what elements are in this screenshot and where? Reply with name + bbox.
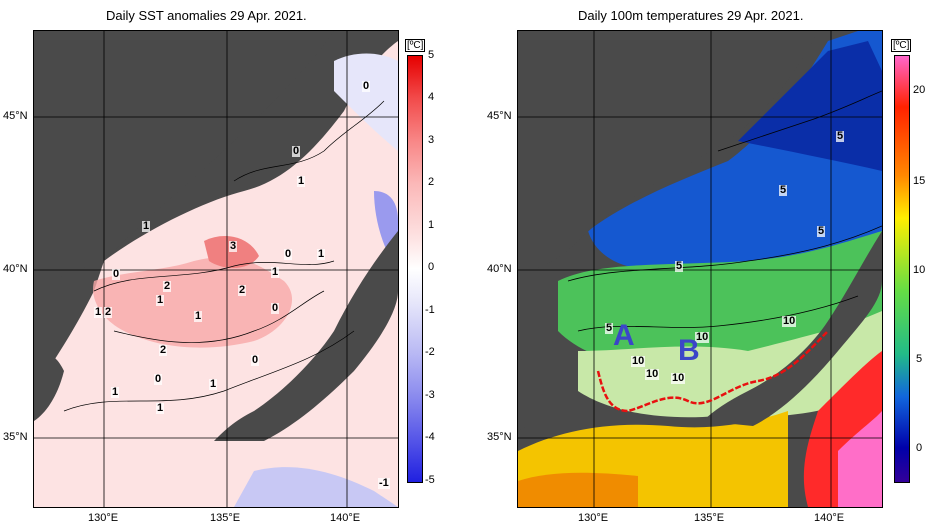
- lon-label-140: 140°E: [330, 512, 361, 524]
- lat-label-45: 45°N: [3, 110, 28, 122]
- contour-label: 1: [111, 386, 120, 398]
- left-colorbar-tick: -3: [425, 389, 435, 401]
- left-colorbar-tick: 2: [428, 176, 435, 188]
- left-colorbar-tick: 4: [428, 91, 435, 103]
- land-continent: [518, 31, 818, 271]
- left-colorbar-tick: 5: [428, 49, 435, 61]
- left-colorbar-tick: -1: [425, 304, 435, 316]
- sst-anomaly-map: 0 0 1 1 3 0 1 1 0 2 2 1 1 2 1 0 2 0 0 1 …: [33, 30, 399, 508]
- region-label-b: B: [678, 334, 700, 367]
- contour-line: [567, 225, 882, 282]
- right-colorbar: [894, 55, 910, 483]
- contour-label: 2: [238, 284, 247, 296]
- contour-label: 2: [159, 344, 168, 356]
- left-colorbar-tick: -4: [425, 431, 435, 443]
- contour-label: 0: [271, 302, 280, 314]
- warm-current-path: [596, 330, 829, 413]
- lon-label-135: 135°E: [694, 512, 725, 524]
- land-japan: [703, 231, 882, 426]
- right-colorbar-tick: 5: [916, 353, 923, 365]
- contour-label: 3: [229, 240, 238, 252]
- right-colorbar-tick: 20: [913, 84, 926, 96]
- right-colorbar-tick: 15: [913, 175, 926, 187]
- temperature-100m-map-graphic: [518, 31, 882, 507]
- contour-line: [93, 260, 335, 292]
- anomaly-cool-patch: [334, 53, 398, 151]
- contour-label: 5: [675, 260, 684, 272]
- contour-label: 10: [695, 331, 710, 343]
- warm-water-area: [518, 472, 638, 507]
- cold-water-area: [738, 41, 882, 171]
- contour-label: 10: [782, 315, 797, 327]
- sst-anomaly-map-graphic: [34, 31, 398, 507]
- left-colorbar: [407, 55, 423, 483]
- contour-label: 1: [94, 306, 103, 318]
- right-colorbar-graphic: [895, 56, 909, 482]
- lon-label-135: 135°E: [210, 512, 241, 524]
- contour-line: [233, 100, 385, 182]
- left-panel-title: Daily SST anomalies 29 Apr. 2021.: [106, 8, 307, 23]
- left-colorbar-tick: 3: [428, 134, 435, 146]
- contour-line: [63, 330, 355, 412]
- right-colorbar-tick: 0: [916, 442, 923, 454]
- left-colorbar-tick: 0: [428, 261, 435, 273]
- lat-label-40: 40°N: [3, 263, 28, 275]
- contour-label: 5: [605, 322, 614, 334]
- contour-label: 0: [284, 248, 293, 260]
- temperature-100m-map: 5 5 5 5 10 5 10 10 10 10 A B: [517, 30, 883, 508]
- contour-label: 0: [292, 145, 301, 157]
- contour-label: 1: [142, 220, 151, 232]
- contour-label: 5: [817, 225, 826, 237]
- contour-label: 1: [317, 248, 326, 260]
- left-colorbar-unit: [ºC]: [405, 39, 426, 52]
- contour-label: 5: [836, 130, 845, 142]
- contour-label: -1: [378, 477, 390, 489]
- contour-label: 2: [163, 280, 172, 292]
- land-korea: [34, 354, 64, 421]
- lat-label-35: 35°N: [487, 431, 512, 443]
- lon-label-140: 140°E: [814, 512, 845, 524]
- land-continent: [34, 31, 334, 281]
- contour-line: [717, 90, 882, 152]
- contour-label: 0: [251, 354, 260, 366]
- left-colorbar-graphic: [408, 56, 422, 482]
- mid-temperature-area: [558, 231, 882, 365]
- contour-label: 1: [156, 294, 165, 306]
- anomaly-cool-patch: [234, 467, 398, 507]
- contour-label: 5: [779, 184, 788, 196]
- lat-label-45: 45°N: [487, 110, 512, 122]
- land-japan: [214, 231, 398, 441]
- region-label-a: A: [613, 319, 635, 352]
- right-panel-title: Daily 100m temperatures 29 Apr. 2021.: [578, 8, 804, 23]
- contour-label: 1: [271, 266, 280, 278]
- lon-label-130: 130°E: [578, 512, 609, 524]
- contour-label: 1: [194, 310, 203, 322]
- lat-label-40: 40°N: [487, 263, 512, 275]
- contour-label: 0: [112, 268, 121, 280]
- land-korea: [518, 357, 573, 431]
- contour-label: 1: [209, 378, 218, 390]
- anomaly-warm-patch: [93, 257, 293, 348]
- contour-label: 2: [104, 306, 113, 318]
- warm-water-area: [578, 311, 882, 418]
- contour-line: [113, 290, 325, 343]
- warm-water-area: [838, 411, 882, 507]
- contour-label: 0: [154, 373, 163, 385]
- lat-label-35: 35°N: [3, 431, 28, 443]
- contour-label: 0: [362, 80, 371, 92]
- left-colorbar-tick: -2: [425, 346, 435, 358]
- contour-label: 1: [297, 175, 306, 187]
- right-colorbar-tick: 10: [913, 264, 926, 276]
- left-colorbar-tick: 1: [428, 219, 435, 231]
- contour-label: 10: [645, 368, 660, 380]
- contour-label: 10: [671, 372, 686, 384]
- right-colorbar-unit: [ºC]: [891, 39, 912, 52]
- contour-label: 10: [631, 355, 646, 367]
- contour-line: [577, 295, 859, 332]
- lon-label-130: 130°E: [88, 512, 119, 524]
- left-colorbar-tick: -5: [425, 474, 435, 486]
- contour-label: 1: [156, 402, 165, 414]
